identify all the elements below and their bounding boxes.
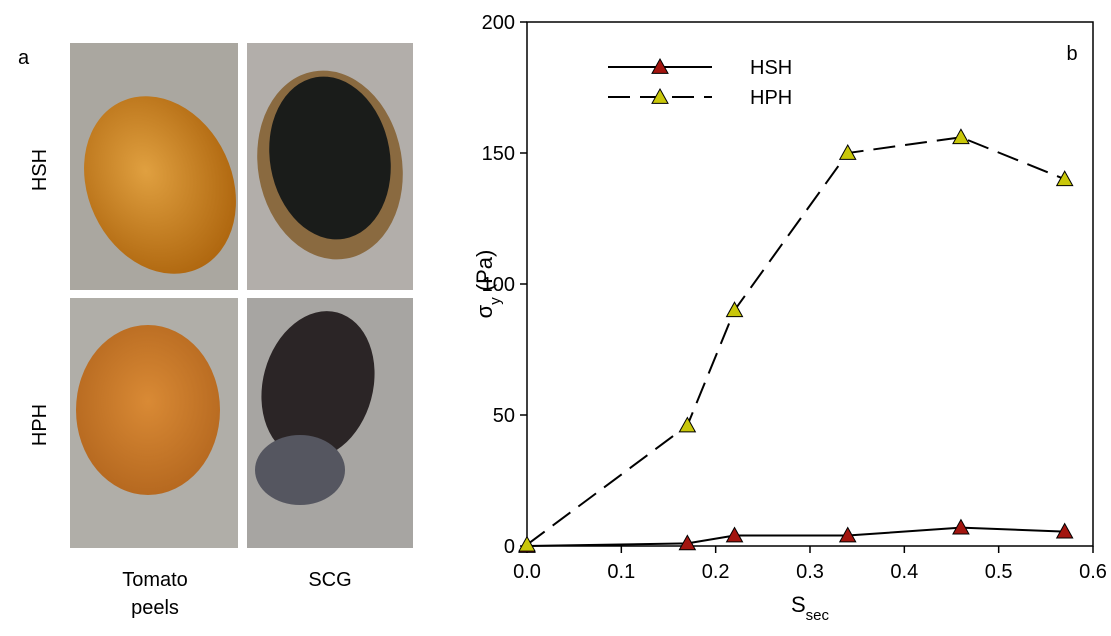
series-line xyxy=(526,526,1065,547)
y-axis-label-symbol: σ xyxy=(472,304,497,318)
y-axis-label: σy (Pa) xyxy=(472,250,504,319)
marker xyxy=(952,128,970,145)
panel-label: a xyxy=(18,47,30,69)
photo-sample xyxy=(269,76,391,240)
legend-label: HSH xyxy=(750,57,792,79)
series-line xyxy=(526,136,1066,546)
y-tick-label: 150 xyxy=(482,143,515,165)
photo-sample xyxy=(261,311,375,459)
y-axis-label-subscript: y xyxy=(487,297,504,305)
marker xyxy=(678,534,697,551)
plot-frame xyxy=(526,21,1094,547)
row-label: HPH xyxy=(29,404,51,446)
legend-marker xyxy=(651,87,669,104)
x-axis-label: Ssec xyxy=(791,592,830,624)
column-label: Tomato peels xyxy=(122,569,188,619)
marker xyxy=(838,526,857,543)
x-tick-label: 0.1 xyxy=(607,561,635,583)
y-tick-label: 50 xyxy=(493,405,515,427)
photos xyxy=(70,43,413,548)
y-tick-label: 0 xyxy=(504,536,515,558)
photo-sample xyxy=(76,325,220,495)
x-tick-label: 0.4 xyxy=(890,561,918,583)
x-tick-label: 0.2 xyxy=(702,561,730,583)
marker xyxy=(838,143,857,160)
x-tick-label: 0.5 xyxy=(985,561,1013,583)
marker xyxy=(1055,522,1074,539)
column-label: SCG xyxy=(308,569,352,591)
panel-label: b xyxy=(1066,43,1077,65)
marker xyxy=(518,535,536,552)
x-tick-label: 0.6 xyxy=(1079,561,1107,583)
marker xyxy=(952,518,970,535)
photo-sample xyxy=(255,435,345,505)
y-axis-label-unit: (Pa) xyxy=(472,250,497,292)
marker xyxy=(678,416,697,433)
x-tick-label: 0.3 xyxy=(796,561,824,583)
marker xyxy=(725,301,744,318)
y-tick-label: 100 xyxy=(482,274,515,296)
y-tick-label: 200 xyxy=(482,12,515,34)
x-tick-label: 0.0 xyxy=(513,561,541,583)
photo-sample xyxy=(84,96,236,274)
x-axis-label-symbol: S xyxy=(791,592,806,617)
marker xyxy=(725,526,744,543)
marker xyxy=(1055,170,1074,187)
x-axis-label-subscript: sec xyxy=(806,607,830,624)
legend-marker xyxy=(651,57,669,74)
legend-label: HPH xyxy=(750,87,792,109)
row-label: HSH xyxy=(29,149,51,191)
